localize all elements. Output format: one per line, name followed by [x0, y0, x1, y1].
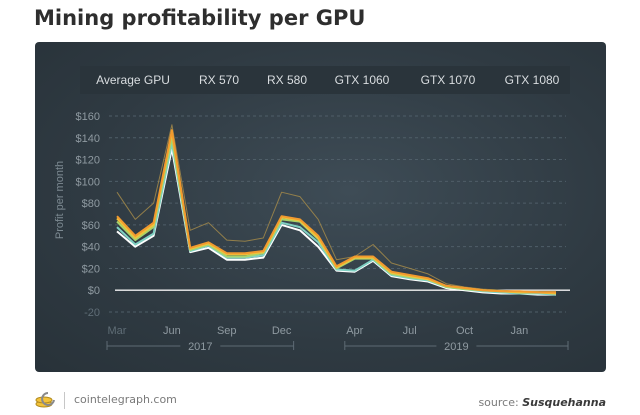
footer-source: source: Susquehanna [478, 396, 606, 409]
legend-item[interactable]: GTX 1080 [505, 73, 560, 87]
x-tick-label: Sep [217, 325, 237, 337]
footer-site-link[interactable]: cointelegraph.com [74, 393, 177, 406]
x-tick-label: Jan [511, 325, 529, 337]
series-line [116, 147, 556, 296]
legend: Average GPU RX 570 RX 580 GTX 1060 GTX 1070 G… [96, 73, 560, 87]
y-axis: $160 $140 $120 $100 $80 $60 $40 $20 $0 -20 Profit … [54, 111, 100, 319]
legend-item[interactable]: GTX 1070 [421, 73, 476, 87]
series-line [116, 124, 556, 292]
chart-card [35, 42, 606, 372]
x-tick-label: Apr [346, 325, 363, 337]
x-tick-label: Mar [108, 325, 127, 337]
gridlines [109, 115, 570, 313]
y-tick-label: $20 [82, 263, 100, 275]
x-tick-label: Dec [272, 325, 292, 337]
y-tick-label: $60 [82, 220, 100, 232]
year-label: 2017 [188, 341, 212, 353]
y-tick-label: $40 [82, 242, 100, 254]
y-tick-label: $80 [82, 198, 100, 210]
year-bracket: 2017 [106, 341, 295, 353]
y-tick-label: $100 [76, 176, 100, 188]
series-line [116, 129, 556, 294]
series-lines [116, 124, 557, 296]
footer-divider [64, 392, 65, 409]
cointelegraph-logo-icon [35, 392, 55, 408]
x-axis: Mar Jun Sep Dec Apr Jul Oct Jan 2017 2019 [106, 325, 569, 353]
x-tick-label: Jun [163, 325, 181, 337]
y-tick-label: $160 [76, 111, 100, 123]
series-line [116, 142, 557, 296]
legend-background [80, 66, 570, 94]
legend-item[interactable]: RX 580 [267, 73, 307, 87]
page-title: Mining profitability per GPU [34, 6, 366, 30]
y-tick-label: $140 [76, 133, 100, 145]
y-tick-label: -20 [84, 307, 100, 319]
y-axis-title: Profit per month [54, 161, 66, 239]
x-tick-label: Oct [456, 325, 473, 337]
y-tick-label: $0 [88, 285, 100, 297]
legend-item[interactable]: RX 570 [199, 73, 239, 87]
legend-item[interactable]: Average GPU [96, 73, 170, 87]
source-name: Susquehanna [522, 396, 606, 409]
year-label: 2019 [444, 341, 468, 353]
year-bracket: 2019 [344, 341, 569, 353]
source-prefix: source: [478, 396, 519, 409]
x-tick-label: Jul [403, 325, 417, 337]
legend-item[interactable]: GTX 1060 [335, 73, 390, 87]
y-tick-label: $120 [76, 155, 100, 167]
